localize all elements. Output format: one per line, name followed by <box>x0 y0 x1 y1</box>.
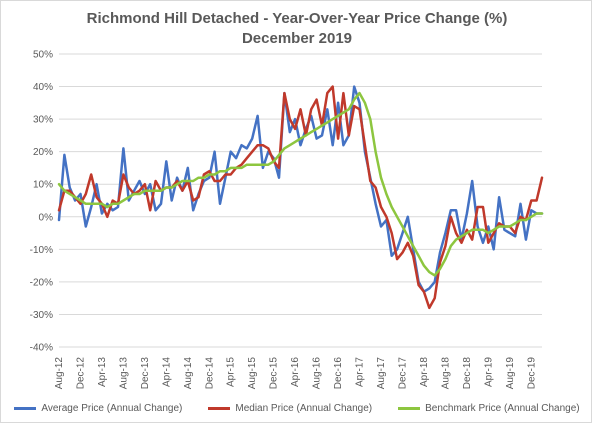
x-tick-label: Apr-16 <box>290 357 301 387</box>
y-tick-label: -40% <box>30 343 53 354</box>
legend-label: Average Price (Annual Change) <box>41 402 183 414</box>
x-tick-label: Apr-18 <box>419 357 430 387</box>
chart-title: Richmond Hill Detached - Year-Over-Year … <box>86 10 508 27</box>
series-line-3 <box>57 91 544 277</box>
legend-swatch <box>398 406 421 410</box>
x-tick-label: Apr-17 <box>355 357 366 387</box>
x-tick-label: Dec-16 <box>333 357 344 390</box>
x-tick-label: Dec-12 <box>75 357 86 390</box>
x-tick-label: Aug-15 <box>247 357 258 390</box>
x-tick-label: Apr-13 <box>97 357 108 387</box>
x-tick-label: Apr-15 <box>226 357 237 387</box>
chart-legend: Average Price (Annual Change) Median Pric… <box>1 400 592 416</box>
x-tick-label: Dec-19 <box>526 357 537 390</box>
y-tick-label: 30% <box>33 115 53 126</box>
legend-item: Benchmark Price (Annual Change) <box>398 400 580 416</box>
x-tick-label: Aug-12 <box>54 357 65 390</box>
y-tick-label: 20% <box>33 147 53 158</box>
x-tick-label: Apr-14 <box>161 357 172 387</box>
x-tick-label: Apr-19 <box>483 357 494 387</box>
legend-label: Benchmark Price (Annual Change) <box>425 402 580 414</box>
y-tick-label: -30% <box>30 310 53 321</box>
chart-title-block: Richmond Hill Detached - Year-Over-Year … <box>1 9 592 49</box>
x-tick-label: Dec-17 <box>397 357 408 390</box>
x-tick-label: Dec-14 <box>204 357 215 390</box>
legend-item: Average Price (Annual Change) <box>14 400 182 416</box>
x-tick-label: Aug-19 <box>505 357 516 390</box>
y-tick-label: 0% <box>39 212 54 223</box>
x-tick-label: Aug-18 <box>440 357 451 390</box>
y-tick-label: -10% <box>30 245 53 256</box>
x-tick-label: Aug-14 <box>183 357 194 390</box>
x-tick-label: Dec-13 <box>140 357 151 390</box>
x-tick-label: Aug-17 <box>376 357 387 390</box>
legend-item: Median Price (Annual Change) <box>208 400 372 416</box>
y-tick-label: -20% <box>30 277 53 288</box>
y-tick-label: 40% <box>33 82 53 93</box>
y-tick-label: 10% <box>33 180 53 191</box>
x-tick-label: Dec-15 <box>269 357 280 390</box>
x-tick-label: Aug-13 <box>118 357 129 390</box>
legend-swatch <box>14 406 37 410</box>
legend-swatch <box>208 406 231 410</box>
x-tick-label: Dec-18 <box>462 357 473 390</box>
x-tick-label: Aug-16 <box>312 357 323 390</box>
chart-subtitle: December 2019 <box>241 30 353 47</box>
legend-label: Median Price (Annual Change) <box>235 402 373 414</box>
series-line-2 <box>57 85 544 310</box>
y-tick-label: 50% <box>33 50 53 61</box>
